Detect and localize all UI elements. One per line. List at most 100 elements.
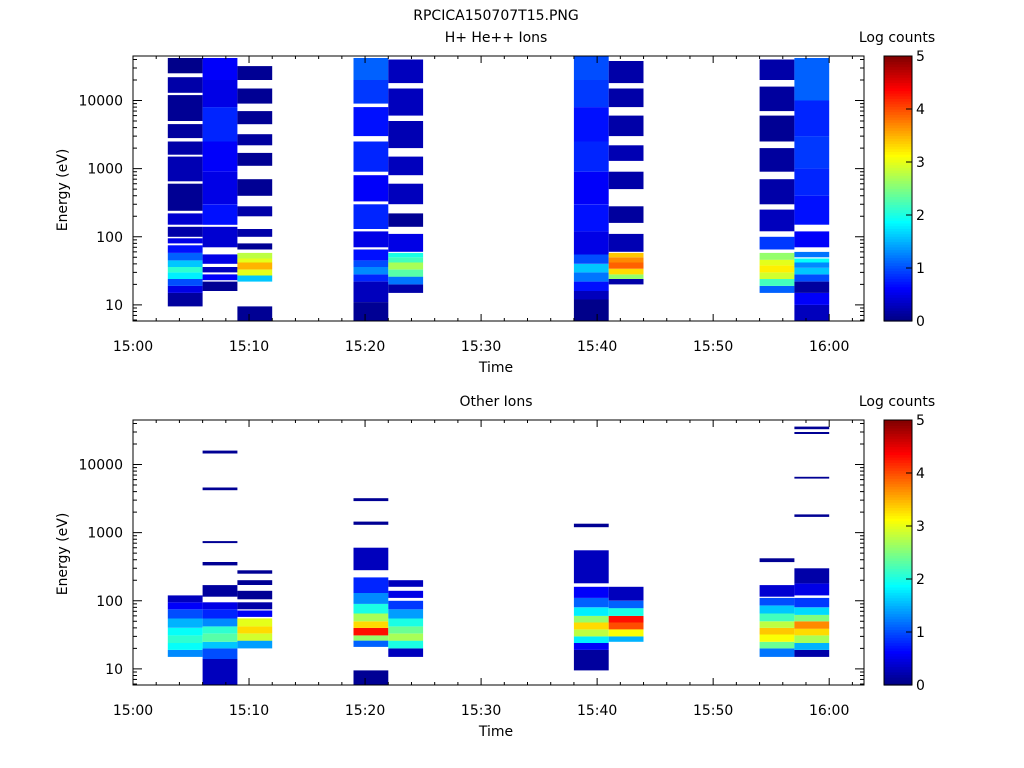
heatmap-cell <box>237 269 273 276</box>
colorbar-step <box>884 459 912 463</box>
heatmap-cell <box>794 635 830 643</box>
page-title: RPCICA150707T15.PNG <box>413 8 578 24</box>
colorbar-step <box>884 512 912 516</box>
heatmap-cell <box>202 267 238 273</box>
colorbar-tick-label: 1 <box>916 261 925 277</box>
x-tick-label: 15:10 <box>229 339 269 355</box>
heatmap-cell <box>794 231 830 248</box>
heatmap-cell <box>237 229 273 237</box>
heatmap-cell <box>794 514 830 517</box>
x-axis-label: Time <box>478 724 513 740</box>
colorbar-step <box>884 286 912 290</box>
heatmap-cell <box>353 231 389 248</box>
colorbar-step <box>884 518 912 522</box>
colorbar-step <box>884 193 912 198</box>
colorbar-step <box>884 427 912 432</box>
heatmap-cell <box>202 254 238 264</box>
x-axis-label: Time <box>478 360 513 376</box>
heatmap-cell <box>202 204 238 225</box>
colorbar-step <box>884 310 912 314</box>
heatmap-cell <box>759 641 795 649</box>
colorbar-step <box>884 87 912 92</box>
heatmap-cell <box>573 272 609 282</box>
heatmap-cell <box>167 141 203 155</box>
heatmap-cell <box>794 649 830 657</box>
heatmap-cell <box>167 245 203 253</box>
colorbar-step <box>884 677 912 681</box>
colorbar-step <box>884 265 912 269</box>
heatmap-cell <box>388 590 424 598</box>
heatmap-cell <box>573 231 609 255</box>
heatmap-cell <box>202 487 238 491</box>
colorbar-step <box>884 82 912 86</box>
colorbar-step <box>884 618 912 622</box>
colorbar-step <box>884 122 912 126</box>
colorbar-tick-label: 5 <box>916 49 925 65</box>
colorbar-tick-label: 3 <box>916 155 925 171</box>
heatmap-cell <box>608 206 644 223</box>
heatmap-cell <box>608 145 644 161</box>
heatmap-cell <box>794 614 830 622</box>
heatmap-cell <box>353 141 389 172</box>
colorbar-tick-label: 0 <box>916 678 925 694</box>
heatmap-cell <box>759 627 795 635</box>
colorbar-step <box>884 162 912 166</box>
heatmap-cell <box>573 204 609 232</box>
heatmap-cell <box>202 609 238 619</box>
heatmap-cell <box>573 254 609 264</box>
colorbar-step <box>884 586 912 591</box>
heatmap-cell <box>202 641 238 649</box>
colorbar-step <box>884 191 912 195</box>
colorbar-step <box>884 140 912 145</box>
heatmap-cell <box>608 257 644 263</box>
y-tick-label: 100 <box>96 230 123 246</box>
heatmap-cell <box>388 59 424 84</box>
colorbar-step <box>884 127 912 131</box>
colorbar-step <box>884 159 912 163</box>
y-tick-label: 10000 <box>78 458 123 474</box>
heatmap-cell <box>167 279 203 286</box>
heatmap-cell <box>167 58 203 74</box>
heatmap-cell <box>573 550 609 584</box>
colorbar-step <box>884 124 912 129</box>
heatmap-cell <box>237 66 273 80</box>
heatmap-cell <box>202 562 238 566</box>
colorbar-step <box>884 132 912 137</box>
heatmap-cell <box>202 107 238 142</box>
x-tick-label: 15:00 <box>113 703 153 719</box>
panel-title: H+ He++ Ions <box>445 30 548 46</box>
colorbar-step <box>884 597 912 601</box>
colorbar-step <box>884 563 912 567</box>
heatmap-cell <box>237 640 273 649</box>
colorbar-step <box>884 143 912 147</box>
heatmap-cell <box>794 168 830 196</box>
heatmap-cell <box>759 209 795 232</box>
panel-h-he-ions: H+ He++ Ions Log counts Time Energy (eV)… <box>55 30 935 376</box>
colorbar-step <box>884 555 912 559</box>
colorbar-label: Log counts <box>859 394 935 410</box>
heatmap-cell <box>794 304 830 321</box>
colorbar-step <box>884 486 912 490</box>
heatmap-cell <box>353 577 389 593</box>
x-tick-label: 15:00 <box>113 339 153 355</box>
heatmap-cell <box>573 636 609 643</box>
colorbar-step <box>884 270 912 274</box>
colorbar-step <box>884 177 912 182</box>
colorbar-step <box>884 589 912 593</box>
y-axis-label: Energy (eV) <box>55 513 71 596</box>
heatmap-cell <box>759 272 795 279</box>
colorbar-step <box>884 61 912 65</box>
colorbar-step <box>884 236 912 240</box>
heatmap-cell <box>388 284 424 293</box>
heatmap-cell <box>353 635 389 641</box>
colorbar: 0 1 2 3 4 5 <box>883 49 925 330</box>
colorbar-step <box>884 56 912 60</box>
colorbar-step <box>884 560 912 564</box>
colorbar-step <box>884 666 912 670</box>
colorbar-step <box>884 315 912 319</box>
heatmap-cell <box>237 152 273 166</box>
heatmap-cell <box>388 580 424 587</box>
colorbar-step <box>884 275 912 280</box>
colorbar-step <box>884 307 912 311</box>
